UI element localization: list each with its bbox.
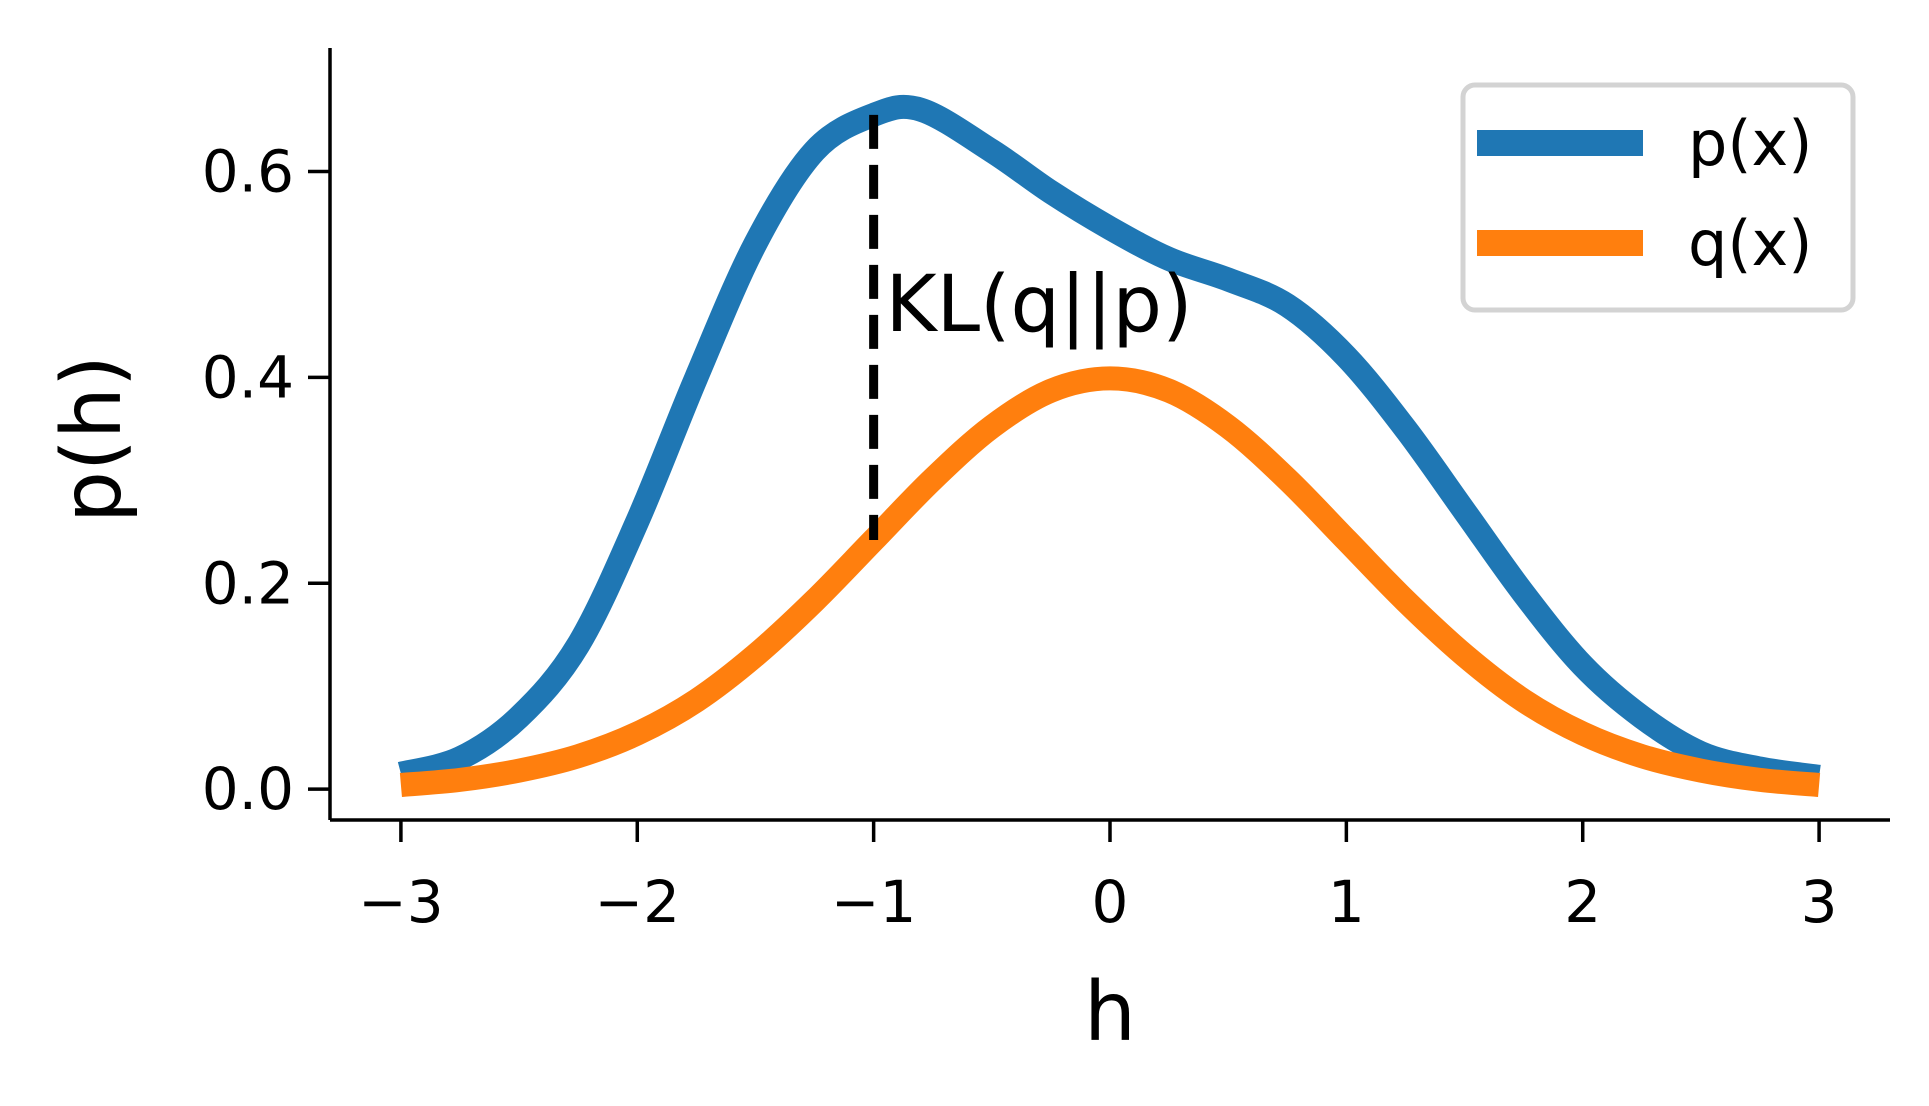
kl-annotation: KL(q||p) [885, 260, 1192, 350]
y-ticks: 0.0 0.2 0.4 0.6 [202, 138, 330, 823]
y-axis-label: p(h) [45, 355, 140, 523]
legend-label-q: q(x) [1688, 207, 1812, 280]
series-line-p [397, 94, 1821, 789]
x-tick-label: 1 [1328, 868, 1365, 936]
x-tick-label: −2 [595, 868, 681, 936]
x-axis-label: h [1084, 965, 1136, 1060]
y-tick-label: 0.4 [202, 343, 294, 411]
y-tick-label: 0.0 [202, 755, 294, 823]
x-tick-label: 2 [1564, 868, 1601, 936]
y-tick-label: 0.2 [202, 549, 294, 617]
x-tick-label: −1 [831, 868, 917, 936]
x-tick-label: 3 [1801, 868, 1838, 936]
x-tick-label: 0 [1092, 868, 1129, 936]
legend: p(x) q(x) [1460, 82, 1856, 313]
x-tick-label: −3 [358, 868, 444, 936]
series-line-q [399, 366, 1821, 797]
legend-label-p: p(x) [1688, 107, 1812, 180]
annotations: KL(q||p) [885, 260, 1192, 350]
x-ticks: −3 −2 −1 0 1 2 3 [358, 820, 1838, 936]
series-group [397, 94, 1821, 797]
y-tick-label: 0.6 [202, 138, 294, 206]
